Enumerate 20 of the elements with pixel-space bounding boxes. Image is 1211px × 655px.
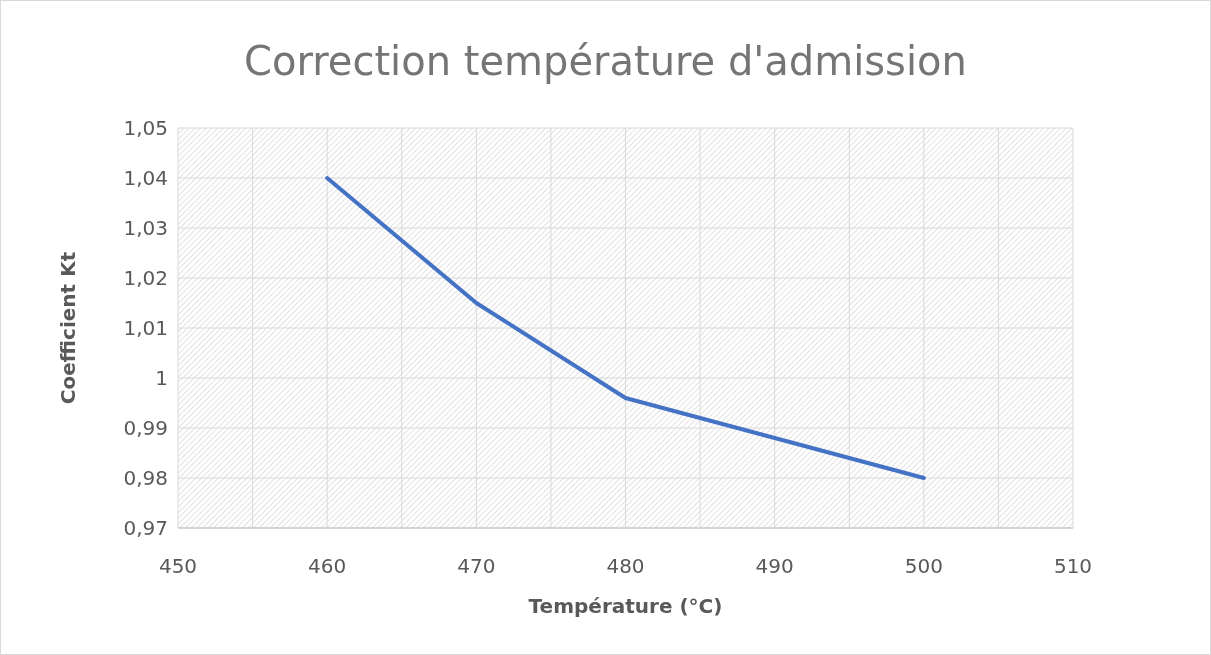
y-tick-label: 1,02 (123, 266, 168, 290)
y-tick-label: 1,03 (123, 216, 168, 240)
y-tick-label: 0,98 (123, 466, 168, 490)
chart-title: Correction température d'admission (244, 38, 967, 84)
y-tick-label: 1,01 (123, 316, 168, 340)
y-axis-title: Coefficient Kt (56, 251, 80, 405)
line-series (325, 176, 926, 480)
x-tick-label: 500 (904, 554, 943, 578)
x-tick-label: 450 (158, 554, 198, 578)
x-tick-label: 480 (606, 554, 645, 578)
y-tick-label: 1,05 (123, 116, 168, 140)
y-tick-label: 1 (155, 366, 168, 390)
x-tick-label: 470 (457, 554, 496, 578)
x-tick-label: 460 (308, 554, 347, 578)
x-tick-label: 490 (755, 554, 794, 578)
x-axis-title: Température (°C) (528, 594, 723, 618)
y-tick-label: 0,99 (123, 416, 168, 440)
y-tick-label: 1,04 (123, 166, 168, 190)
y-tick-label: 0,97 (123, 516, 168, 540)
x-tick-label: 510 (1053, 554, 1093, 578)
